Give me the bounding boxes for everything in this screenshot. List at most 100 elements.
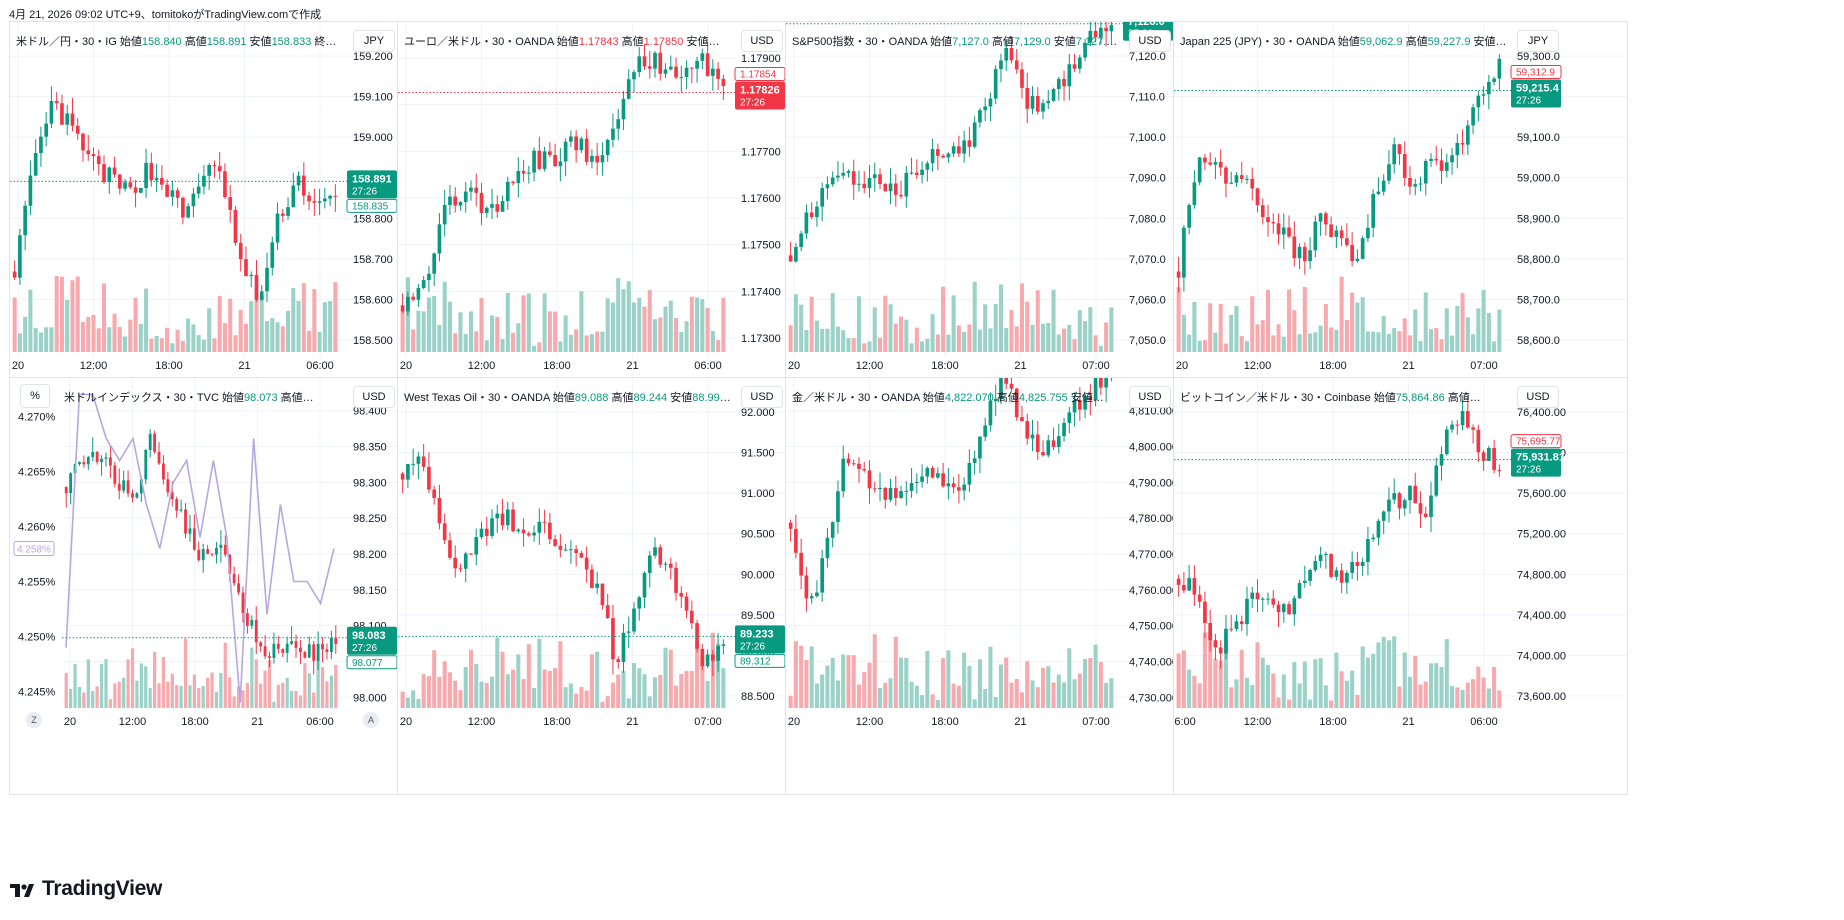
currency-unit-button[interactable]: USD <box>353 386 395 408</box>
volume-bar <box>1276 324 1281 352</box>
candle <box>983 425 988 437</box>
symbol-legend[interactable]: 金／米ドル・30・OANDA 始値4,822.070 高値4,825.755 安… <box>792 389 1122 405</box>
candle <box>219 544 223 548</box>
auto-scale-button[interactable]: A <box>363 712 379 728</box>
volume-bar <box>872 634 877 708</box>
symbol-legend[interactable]: S&P500指数・30・OANDA 始値7,127.0 高値7,129.0 安値… <box>792 33 1122 49</box>
symbol-legend[interactable]: West Texas Oil・30・OANDA 始値89.088 高値89.24… <box>404 389 734 405</box>
volume-bar <box>54 276 59 352</box>
y-tick-label: 58,600.0 <box>1517 335 1560 347</box>
volume-bar <box>862 343 867 352</box>
percent-scale-button[interactable]: % <box>20 384 50 408</box>
volume-bar <box>1083 659 1088 708</box>
candle <box>317 201 322 203</box>
candle <box>883 183 888 192</box>
chart-panel[interactable]: 92.000 91.500 91.000 90.500 90.000 89.500 89.0… <box>397 377 852 795</box>
candle <box>312 644 316 661</box>
candle <box>96 156 101 165</box>
volume-bar <box>1339 671 1344 708</box>
candle <box>1418 183 1423 185</box>
volume-bar <box>1093 644 1098 708</box>
volume-bar <box>70 280 75 352</box>
legend-text: West Texas Oil・30・OANDA 始値 <box>404 392 575 404</box>
volume-bar <box>935 699 940 708</box>
symbol-legend[interactable]: 米ドル／円・30・IG 始値158.840 高値158.891 安値158.83… <box>16 33 346 49</box>
x-tick-label: 07:00 <box>1082 716 1110 728</box>
volume-bar <box>1360 646 1365 708</box>
y-tick-label: 75,200.00 <box>1517 529 1566 541</box>
volume-bar <box>851 655 856 708</box>
candle <box>1046 100 1051 104</box>
volume-bar <box>674 685 679 708</box>
candle <box>1281 604 1286 613</box>
y-tick-label: 88.500 <box>741 691 775 703</box>
volume-bar <box>276 684 280 708</box>
symbol-legend[interactable]: Japan 225 (JPY)・30・OANDA 始値59,062.9 高値59… <box>1180 33 1510 49</box>
candle <box>595 155 600 163</box>
volume-bar <box>291 287 296 352</box>
candle <box>1197 594 1202 602</box>
chart-panel[interactable]: 4,810.000 4,800.000 4,790.000 4,780.000 4,77… <box>785 377 1240 795</box>
volume-bar <box>49 327 54 352</box>
currency-unit-button[interactable]: JPY <box>1517 30 1559 52</box>
volume-bar <box>788 695 793 708</box>
currency-unit-button[interactable]: USD <box>1129 386 1171 408</box>
x-tick-label: 20 <box>1176 360 1188 372</box>
currency-unit-button[interactable]: USD <box>1517 386 1559 408</box>
candle <box>201 549 205 561</box>
volume-bar <box>180 340 185 352</box>
candle <box>920 169 924 176</box>
currency-unit-button[interactable]: JPY <box>353 30 395 52</box>
volume-bar <box>1386 640 1391 708</box>
currency-unit-button[interactable]: USD <box>1129 30 1171 52</box>
candle <box>1487 81 1491 95</box>
candle <box>841 458 846 492</box>
candle <box>936 149 940 156</box>
volume-bar <box>532 688 537 708</box>
volume-bar <box>122 677 126 708</box>
symbol-legend[interactable]: ユーロ／米ドル・30・OANDA 始値1.17843 高値1.17850 安値… <box>404 33 734 49</box>
zoom-reset-button[interactable]: Z <box>26 712 42 728</box>
volume-bar <box>951 295 956 352</box>
volume-bar <box>1004 328 1009 352</box>
candle <box>1030 95 1035 109</box>
volume-bar <box>1434 663 1439 708</box>
volume-bar <box>228 298 233 352</box>
currency-unit-button[interactable]: USD <box>741 386 783 408</box>
legend-text: 高値 <box>988 36 1014 48</box>
candle <box>988 98 993 107</box>
candle <box>705 654 710 667</box>
x-tick-label: 18:00 <box>931 360 959 372</box>
volume-bar <box>835 680 840 708</box>
volume-bar <box>458 312 463 352</box>
volume-bar <box>201 339 206 352</box>
candle <box>1465 125 1470 145</box>
volume-bar <box>1234 306 1239 352</box>
chart-panel[interactable]: 76,400.0076,000.0075,600.0075,200.0074,8… <box>1173 377 1628 795</box>
candle <box>411 463 415 465</box>
volume-bar <box>914 685 919 708</box>
volume-bar <box>883 682 888 708</box>
chart-panel[interactable]: 1.179001.178001.177001.176001.175001.174… <box>397 21 852 439</box>
volume-bar <box>126 659 130 708</box>
volume-bar <box>316 659 320 708</box>
volume-bar <box>600 701 605 708</box>
chart-panel[interactable]: 4.270% 4.265% 4.260% 4.255% 4.250% 4.245% 4.25… <box>9 377 464 795</box>
volume-bar <box>329 675 333 708</box>
last-price-label: 7,128.0 <box>1128 22 1165 28</box>
chart-panel[interactable]: 7,120.0 7,110.0 7,100.0 7,090.0 7,080.0 7,070… <box>785 21 1240 439</box>
volume-bar <box>1418 341 1423 352</box>
volume-bar <box>196 335 201 352</box>
symbol-legend[interactable]: 米ドルインデックス・30・TVC 始値98.073 高値… <box>64 389 346 405</box>
volume-bar <box>113 683 117 708</box>
candle <box>1408 177 1412 187</box>
candle <box>166 479 170 493</box>
volume-bar <box>1486 688 1491 708</box>
currency-unit-button[interactable]: USD <box>741 30 783 52</box>
symbol-legend[interactable]: ビットコイン／米ドル・30・Coinbase 始値75,864.86 高値… <box>1180 389 1510 405</box>
volume-bar <box>830 658 835 708</box>
chart-panel[interactable]: 159.200159.100159.000158.900158.800158.7… <box>9 21 464 439</box>
x-tick-label: 21 <box>251 716 263 728</box>
candle <box>825 537 830 559</box>
candle <box>1497 58 1502 79</box>
